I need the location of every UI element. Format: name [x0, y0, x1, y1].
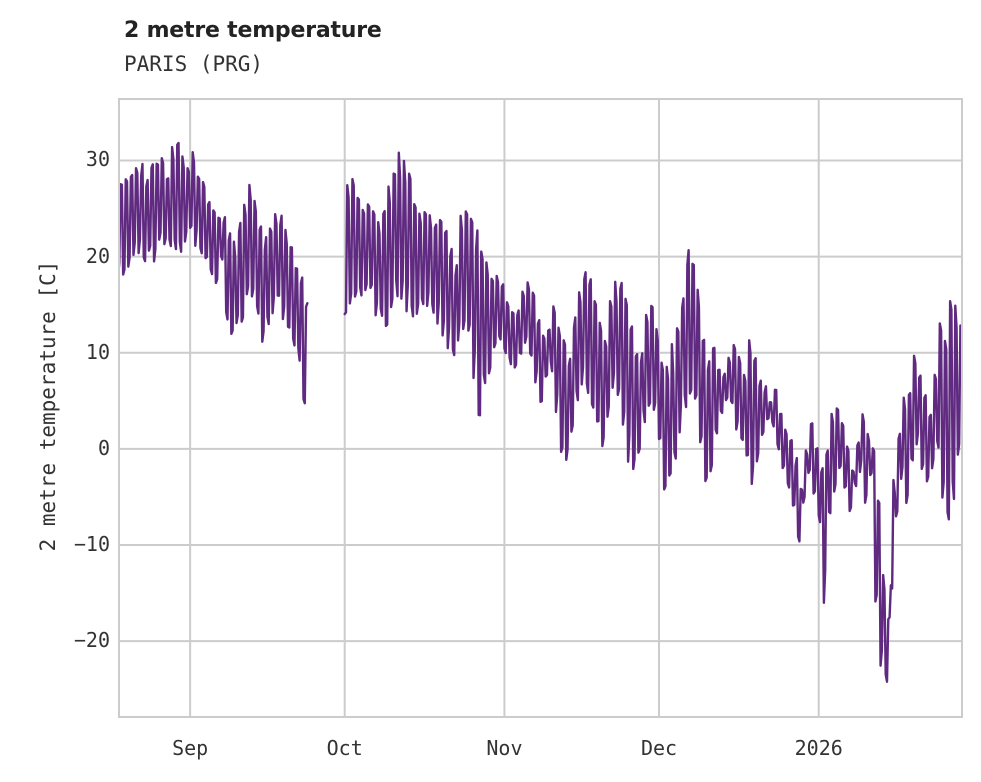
y-tick-label: −20 [73, 628, 110, 653]
y-tick-label: 0 [97, 435, 110, 460]
x-tick-label: Sep [172, 736, 209, 760]
plot-area [118, 98, 963, 718]
page-subtitle: PARIS (PRG) [124, 52, 264, 76]
y-tick-label: 20 [85, 243, 110, 268]
y-tick-label: −10 [73, 531, 110, 556]
temperature-line [120, 141, 309, 405]
x-tick-label: 2026 [794, 736, 843, 760]
y-axis-ticks: 30 20 10 0 −10 −20 [40, 0, 110, 782]
y-tick-label: 10 [85, 339, 110, 364]
x-tick-label: Oct [326, 736, 363, 760]
x-tick-label: Nov [486, 736, 523, 760]
temperature-line [343, 151, 961, 683]
x-tick-label: Dec [640, 736, 678, 760]
page-title: 2 metre temperature [124, 18, 382, 43]
y-tick-label: 30 [85, 147, 110, 172]
